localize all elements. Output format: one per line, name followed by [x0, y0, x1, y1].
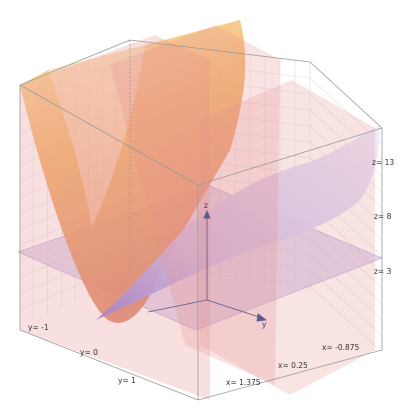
x-tick-025: x= 0.25 [278, 361, 308, 370]
z-tick-8: z= 8 [374, 212, 392, 221]
y-tick-labels: y= -1 y= 0 y= 1 [28, 323, 136, 385]
plane-x-0875 [200, 80, 375, 395]
surface-y-squared [96, 125, 380, 320]
z-tick-13: z= 13 [372, 158, 394, 167]
x-tick-neg0875: x= -0.875 [322, 343, 360, 352]
axes [147, 209, 268, 322]
grid-line [309, 285, 383, 353]
z-tick-labels: z= 3 z= 8 z= 13 [372, 158, 394, 276]
y-tick-neg1: y= -1 [28, 323, 49, 332]
z-tick-3: z= 3 [374, 267, 392, 276]
y-tick-1: y= 1 [118, 376, 136, 385]
y-axis-letter: y [262, 320, 267, 329]
x-tick-1375: x= 1.375 [226, 378, 261, 387]
z-axis-letter: z [204, 201, 208, 210]
surface-x-squared [20, 20, 246, 323]
y-tick-0: y= 0 [80, 348, 98, 357]
plane-x-025 [110, 25, 280, 385]
bounding-box [19, 39, 383, 401]
vertical-planes [20, 25, 375, 400]
x-tick-labels: x= 1.375 x= 0.25 x= -0.875 [226, 343, 360, 387]
